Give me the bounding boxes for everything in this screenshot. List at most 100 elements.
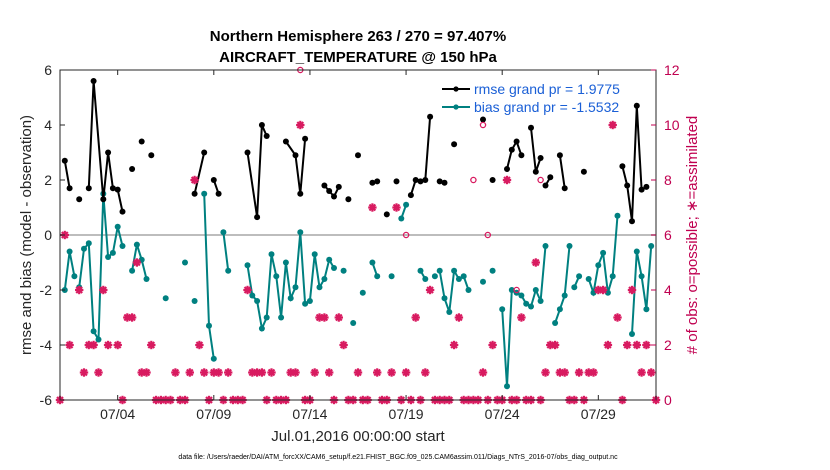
rmse-point [355, 152, 361, 159]
legend: rmse grand pr = 1.9775 bias grand pr = -… [442, 81, 620, 115]
rmse-point [292, 152, 299, 159]
bias-point [133, 241, 140, 248]
rmse-point [105, 149, 112, 156]
obs-star-stroke [99, 286, 108, 294]
obs-star-stroke [541, 368, 550, 377]
bias-point [561, 292, 568, 299]
bias-point [225, 267, 232, 274]
rmse-point [480, 116, 486, 123]
obs-assimilated-marker [147, 340, 156, 350]
obs-assimilated-marker [603, 340, 613, 350]
bias-point [95, 336, 102, 343]
rmse-point [643, 183, 650, 190]
bias-point [210, 355, 217, 362]
obs-assimilated-marker [373, 368, 382, 377]
obs-assimilated-marker [517, 313, 526, 322]
legend-bias-marker [453, 104, 459, 110]
obs-assimilated-marker [223, 368, 233, 377]
obs-star-stroke [628, 286, 636, 294]
series-bias [61, 190, 655, 390]
rmse-point [508, 146, 515, 153]
rmse-point [513, 138, 520, 145]
bias-point [326, 256, 333, 263]
rmse-point [331, 193, 337, 200]
obs-star-stroke [296, 121, 305, 129]
series-rmse [61, 78, 650, 225]
bias-point [114, 223, 121, 230]
obs-possible-marker [402, 231, 410, 239]
obs-star-stroke [532, 258, 540, 267]
obs-star-stroke [113, 341, 122, 349]
obs-assimilated-marker [257, 368, 267, 377]
bias-point [249, 292, 256, 299]
bias-point [460, 273, 467, 280]
rmse-point [504, 166, 510, 172]
bias-point [508, 287, 515, 293]
rmse-point [66, 185, 73, 192]
bias-point [537, 298, 544, 304]
obs-assimilated-marker [637, 368, 646, 377]
bias-point [220, 229, 227, 236]
bias-point [556, 306, 563, 313]
x-tick-label: 07/14 [292, 406, 327, 422]
rmse-point [407, 192, 414, 199]
obs-star-stroke [599, 286, 607, 294]
obs-assimilated-marker [353, 368, 363, 377]
rmse-point [369, 179, 376, 186]
rmse-point [244, 149, 251, 156]
y-tick-label: -6 [40, 392, 53, 408]
bias-point [350, 320, 357, 326]
obs-possible-marker [513, 286, 520, 294]
bias-point [571, 284, 578, 291]
bias-point [604, 289, 611, 296]
rmse-point [345, 196, 352, 203]
y-tick-label: 0 [44, 227, 52, 243]
obs-assimilated-marker [627, 285, 637, 295]
obs-star-stroke [488, 341, 497, 349]
rmse-line [506, 139, 523, 170]
obs-star-stroke [402, 368, 410, 377]
bias-line [554, 245, 571, 324]
obs-star-stroke [575, 368, 583, 377]
y-axis-right-label: # of obs: o=possible; ∗=assimilated [684, 116, 701, 355]
obs-star-stroke [190, 176, 199, 184]
bias-point [278, 314, 285, 321]
obs-star-stroke [633, 341, 641, 349]
obs-assimilated-marker [291, 368, 300, 377]
bias-point [566, 243, 573, 249]
bias-point [302, 300, 309, 307]
bias-point [388, 273, 395, 280]
bias-point [331, 265, 337, 271]
obs-star-stroke [387, 368, 396, 377]
obs-star-stroke [455, 313, 463, 322]
obs-assimilated-marker [214, 368, 223, 377]
bias-point [297, 229, 304, 236]
bias-point [595, 262, 602, 269]
rmse-point [191, 190, 198, 197]
rmse-point [119, 208, 126, 215]
y-right-tick-label: 2 [664, 337, 672, 353]
obs-star-stroke [421, 368, 430, 377]
bias-line [222, 232, 230, 271]
obs-assimilated-marker [127, 313, 137, 322]
rmse-point [302, 135, 309, 142]
obs-assimilated-marker [74, 285, 84, 295]
bias-point [614, 212, 621, 219]
obs-assimilated-marker [632, 340, 641, 350]
obs-star-stroke [133, 258, 141, 267]
obs-star-stroke [267, 368, 276, 377]
bias-point [81, 245, 87, 252]
legend-rmse-marker [453, 86, 459, 92]
bias-point [455, 276, 462, 282]
rmse-point [417, 178, 424, 185]
x-tick-label: 07/29 [581, 406, 616, 422]
series-obs-possible [297, 66, 544, 294]
rmse-point [100, 196, 107, 203]
obs-star-stroke [354, 368, 362, 377]
obs-star-stroke [243, 286, 252, 294]
obs-star-stroke [450, 341, 458, 349]
bias-point [263, 314, 270, 321]
obs-assimilated-marker [411, 313, 420, 322]
bias-point [552, 320, 559, 326]
